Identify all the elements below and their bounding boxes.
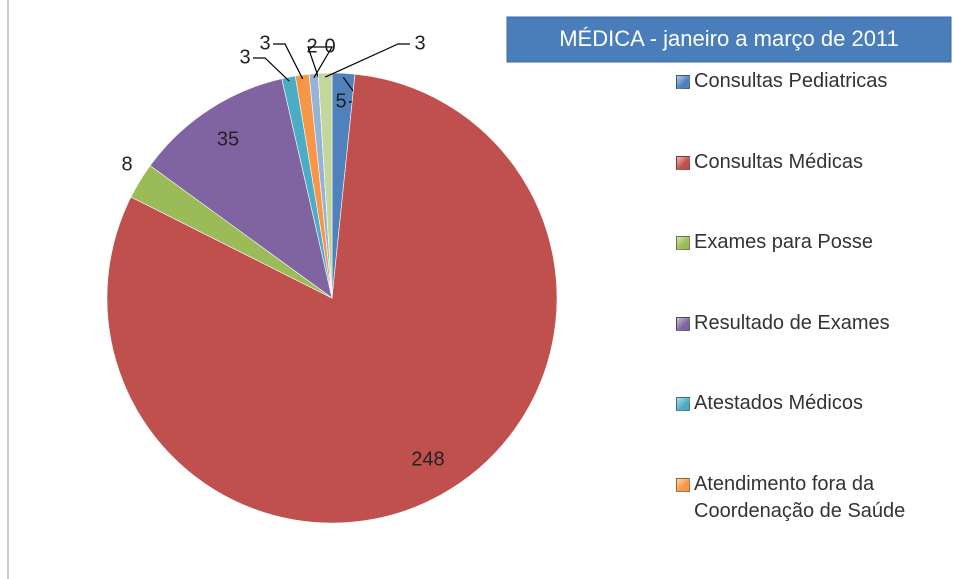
legend: Consultas Pediatricas Consultas Médicas Ex… [676,68,946,551]
data-label: 3 [239,46,250,68]
legend-label: Consultas Médicas [694,150,863,173]
data-label: 35 [217,128,239,150]
legend-item: Consultas Pediatricas [676,68,946,149]
pie-slice [317,72,333,299]
legend-item: Atendimento fora da Coordenação de Saúde [676,471,946,552]
legend-swatch [676,397,690,411]
data-label: 3 [414,32,425,54]
legend-item: Resultado de Exames [676,310,946,391]
legend-swatch [676,155,690,170]
data-label: 3 [259,32,270,54]
leader-line [324,43,410,78]
legend-label: Atendimento fora da Coordenação de Saúde [694,472,906,522]
title-box [506,16,952,63]
data-label: 5 [335,90,346,112]
legend-label: Consultas Pediatricas [694,70,888,92]
legend-label: Atestados Médicos [694,392,863,414]
legend-label: Exames para Posse [694,231,873,253]
legend-swatch [676,316,690,331]
legend-label: Resultado de Exames [694,311,890,334]
legend-item: Exames para Posse [676,229,946,310]
data-label: 2 [306,35,317,57]
legend-swatch [676,236,690,250]
leader-line [313,46,334,79]
legend-swatch [676,477,690,492]
pie-slice [106,73,558,524]
pie-slice [149,78,333,299]
chart-title: MÉDICA - janeiro a março de 2011 [559,26,899,51]
legend-item: Atestados Médicos [676,390,946,471]
leader-line [253,57,290,82]
data-label: 248 [411,448,444,470]
data-label: 0 [324,35,335,57]
leader-line [307,46,320,78]
legend-item: Consultas Médicas [676,149,946,230]
leader-line [273,43,304,80]
legend-swatch [676,75,690,89]
data-label: 8 [121,153,132,175]
